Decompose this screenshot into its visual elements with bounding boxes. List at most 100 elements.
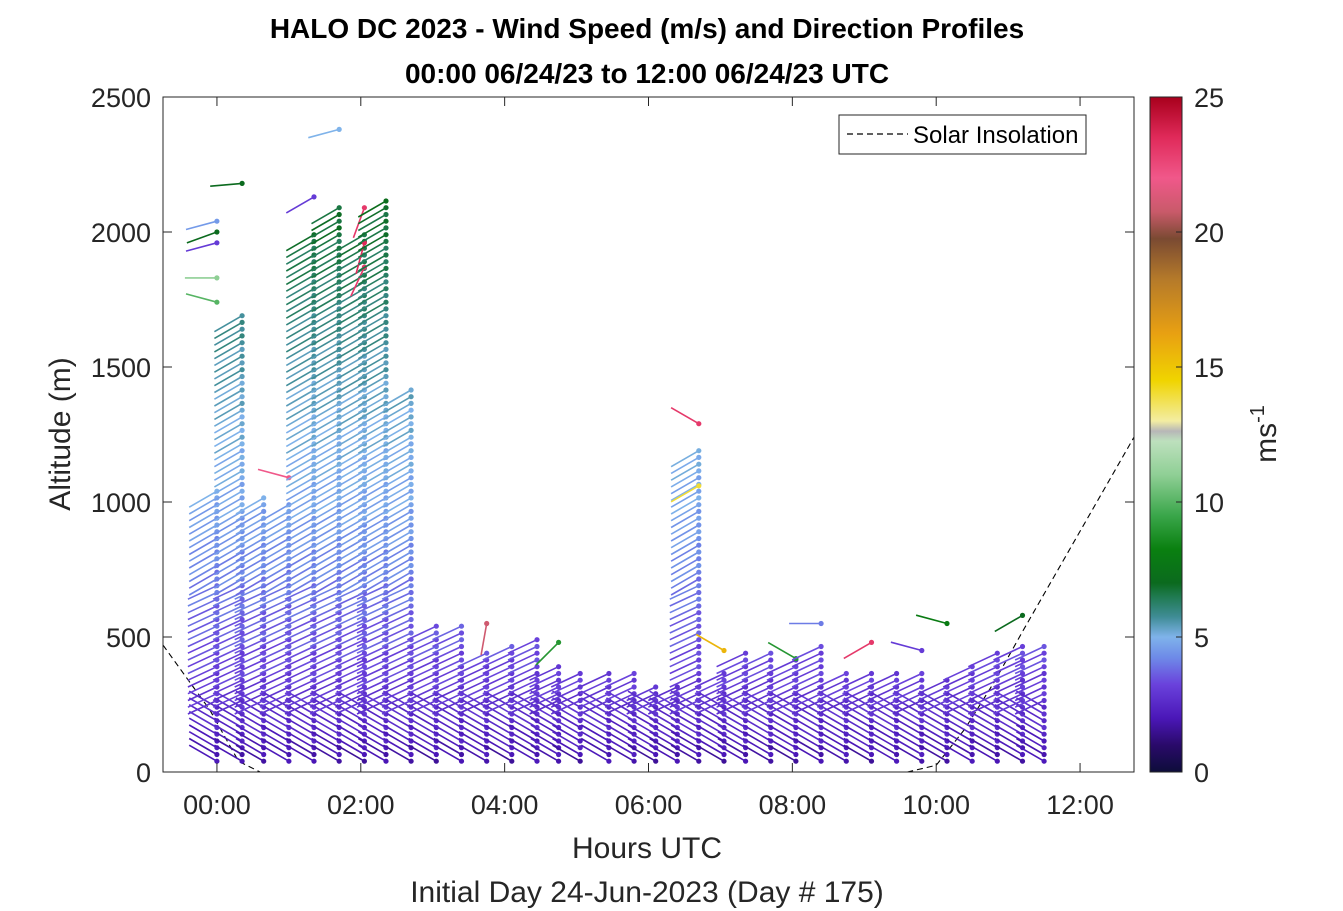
- wind-barb: [284, 672, 315, 688]
- wind-barb: [406, 638, 437, 654]
- wind-barb-point: [239, 454, 245, 460]
- wind-barb: [260, 744, 290, 762]
- wind-barb-point: [768, 650, 774, 656]
- wind-barb: [285, 396, 315, 414]
- wind-barb: [357, 697, 387, 715]
- wind-barb: [382, 544, 412, 562]
- wind-barb-point: [721, 670, 727, 677]
- wind-barb: [311, 234, 340, 252]
- wind-barb-point: [408, 623, 414, 629]
- wind-barb: [356, 679, 387, 695]
- wind-barb: [187, 625, 218, 641]
- wind-barb-point: [631, 684, 637, 690]
- wind-barb: [311, 558, 340, 576]
- wind-barb: [507, 659, 538, 675]
- wind-barb: [942, 679, 973, 695]
- wind-barb-point: [868, 751, 875, 758]
- wind-barb: [580, 724, 610, 742]
- wind-barb: [311, 220, 340, 238]
- wind-barb: [259, 692, 290, 708]
- wind-barb: [213, 483, 243, 502]
- wind-barb: [382, 416, 412, 434]
- wind-barb: [792, 697, 822, 715]
- wind-barb: [969, 710, 998, 729]
- wind-barb: [336, 731, 365, 749]
- wind-barb: [185, 220, 218, 231]
- wind-barb: [1015, 717, 1045, 735]
- wind-barb: [235, 717, 265, 735]
- wind-barb: [335, 625, 365, 641]
- wind-barb: [309, 591, 340, 607]
- wind-barb: [357, 551, 387, 569]
- wind-barb-point: [696, 508, 702, 514]
- wind-barb-point: [361, 637, 367, 643]
- wind-barb: [213, 717, 243, 735]
- wind-barb: [529, 686, 559, 702]
- wind-barb: [457, 659, 488, 675]
- x-tick-label: 12:00: [1046, 790, 1114, 820]
- wind-barb-point: [408, 583, 414, 589]
- wind-barb: [508, 697, 538, 715]
- wind-barb: [336, 544, 365, 562]
- wind-barb: [285, 571, 315, 589]
- wind-barb: [993, 692, 1023, 708]
- wind-barb: [432, 632, 462, 648]
- wind-barb: [213, 321, 243, 340]
- wind-barb: [213, 571, 243, 589]
- wind-barb: [336, 247, 365, 265]
- wind-barb: [285, 524, 315, 542]
- wind-barb-point: [994, 758, 1000, 764]
- wind-barb: [357, 348, 387, 367]
- wind-barb-point: [631, 751, 637, 758]
- wind-barb-point: [239, 421, 245, 427]
- wind-barb: [212, 638, 243, 654]
- wind-barb: [285, 402, 315, 421]
- wind-barb: [357, 213, 387, 232]
- wind-barb: [285, 690, 315, 708]
- wind-barb: [530, 710, 560, 729]
- wind-barb: [188, 578, 218, 596]
- wind-barb-point: [361, 603, 367, 609]
- wind-barb: [357, 315, 387, 333]
- wind-barb: [993, 699, 1023, 715]
- wind-barb: [408, 710, 437, 729]
- wind-barb: [284, 686, 315, 702]
- wind-barb-point: [818, 677, 824, 683]
- wind-barb-point: [286, 751, 292, 758]
- wind-barb: [357, 504, 387, 522]
- wind-barb: [285, 744, 315, 762]
- wind-barb: [669, 605, 700, 621]
- colorbar-tick-label: 25: [1194, 83, 1224, 113]
- wind-barb: [918, 731, 948, 749]
- wind-barb-point: [458, 630, 465, 636]
- wind-barb: [188, 551, 218, 569]
- wind-barb: [235, 710, 265, 729]
- wind-barb: [508, 710, 538, 729]
- wind-barb: [311, 710, 340, 729]
- wind-barb: [918, 704, 948, 722]
- wind-barb: [285, 321, 315, 340]
- wind-barb: [311, 497, 340, 515]
- wind-barb: [311, 409, 340, 427]
- wind-barb-point: [214, 299, 220, 305]
- wind-barb: [580, 704, 610, 722]
- wind-barb: [669, 679, 700, 695]
- wind-barb: [867, 692, 897, 708]
- wind-barb: [627, 717, 657, 735]
- wind-barb: [792, 717, 822, 735]
- wind-barb: [213, 463, 243, 481]
- wind-barb: [356, 618, 387, 634]
- wind-barb-point: [696, 751, 702, 758]
- wind-barb-point: [383, 286, 389, 292]
- wind-barb: [670, 504, 700, 522]
- wind-barb: [994, 710, 1023, 729]
- wind-barb-point: [696, 677, 702, 683]
- wind-barb: [550, 699, 581, 715]
- wind-barb: [285, 443, 315, 461]
- wind-barb: [670, 470, 700, 488]
- wind-barb: [235, 497, 265, 515]
- wind-barb: [717, 710, 747, 729]
- wind-barb: [1014, 652, 1045, 668]
- wind-barb: [311, 369, 340, 387]
- wind-barb: [381, 605, 412, 621]
